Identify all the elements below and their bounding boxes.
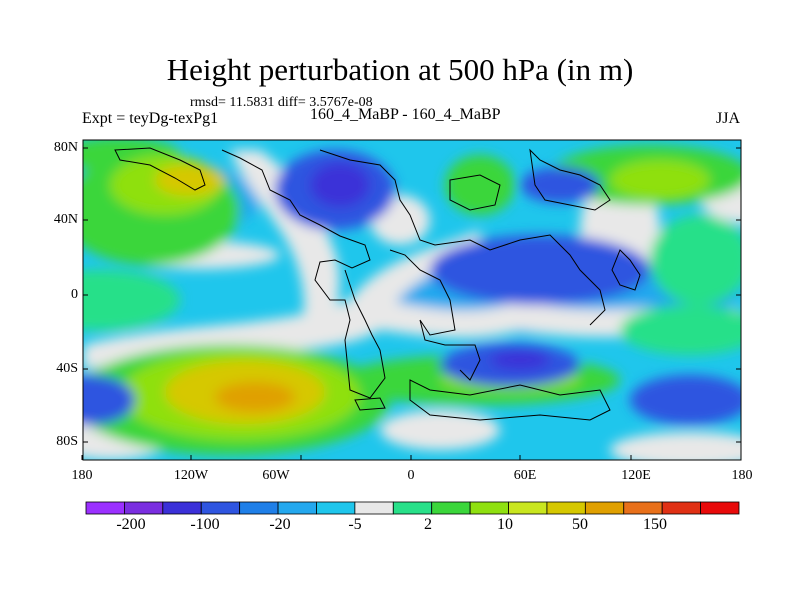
colorbar <box>85 501 740 515</box>
lon-ticks <box>81 455 742 460</box>
lat-ticks <box>83 147 741 443</box>
lon-tick-label: 60E <box>513 468 537 483</box>
colorbar-box <box>354 501 394 515</box>
colorbar-box <box>162 501 202 515</box>
lat-tick-label: 40S <box>56 361 78 376</box>
colorbar-label: -5 <box>348 516 362 533</box>
lon-tick-label: 180 <box>71 468 93 483</box>
colorbar-label: 10 <box>497 516 513 533</box>
lon-tick-label: 120E <box>621 468 651 483</box>
colorbar-box <box>239 501 279 515</box>
colorbar-label: 50 <box>572 516 588 533</box>
colorbar-box <box>392 501 433 515</box>
colorbar-label: 150 <box>643 516 667 533</box>
colorbar-box <box>431 501 471 515</box>
season-label: JJA <box>716 110 741 127</box>
colorbar-box <box>584 501 625 515</box>
colorbar-box <box>277 501 317 515</box>
colorbar-label: 2 <box>424 516 432 533</box>
rmsd-diff-stats: rmsd= 11.5831 diff= 3.5767e-08 <box>190 95 373 110</box>
lat-tick-label: 80S <box>56 434 78 449</box>
colorbar-label: -100 <box>190 516 220 533</box>
colorbar-box <box>546 501 586 515</box>
plot-frame <box>82 139 742 461</box>
lat-tick-label: 0 <box>71 287 78 302</box>
lon-tick-label: 60W <box>262 468 290 483</box>
colorbar-box <box>469 501 509 515</box>
colorbar-box <box>200 501 241 515</box>
colorbar-box <box>508 501 548 515</box>
subtitle: 160_4_MaBP - 160_4_MaBP <box>310 106 501 123</box>
lat-tick-label: 40N <box>53 212 78 227</box>
colorbar-box <box>623 501 663 515</box>
lon-tick-label: 120W <box>173 468 209 483</box>
colorbar-label: -20 <box>269 516 291 533</box>
lat-tick-label: 80N <box>53 140 78 155</box>
filled-contours <box>83 140 741 460</box>
lon-tick-label: 0 <box>407 468 415 483</box>
colorbar-box <box>700 501 740 515</box>
colorbar-label: -200 <box>116 516 146 533</box>
coastlines <box>114 147 641 421</box>
experiment-label: Expt = teyDg-texPg1 <box>82 110 219 127</box>
lon-tick-label: 180 <box>731 468 753 483</box>
colorbar-box <box>85 501 125 515</box>
colorbar-box <box>316 501 356 515</box>
colorbar-box <box>661 501 701 515</box>
plot-title: Height perturbation at 500 hPa (in m) <box>166 52 634 87</box>
colorbar-box <box>124 501 164 515</box>
